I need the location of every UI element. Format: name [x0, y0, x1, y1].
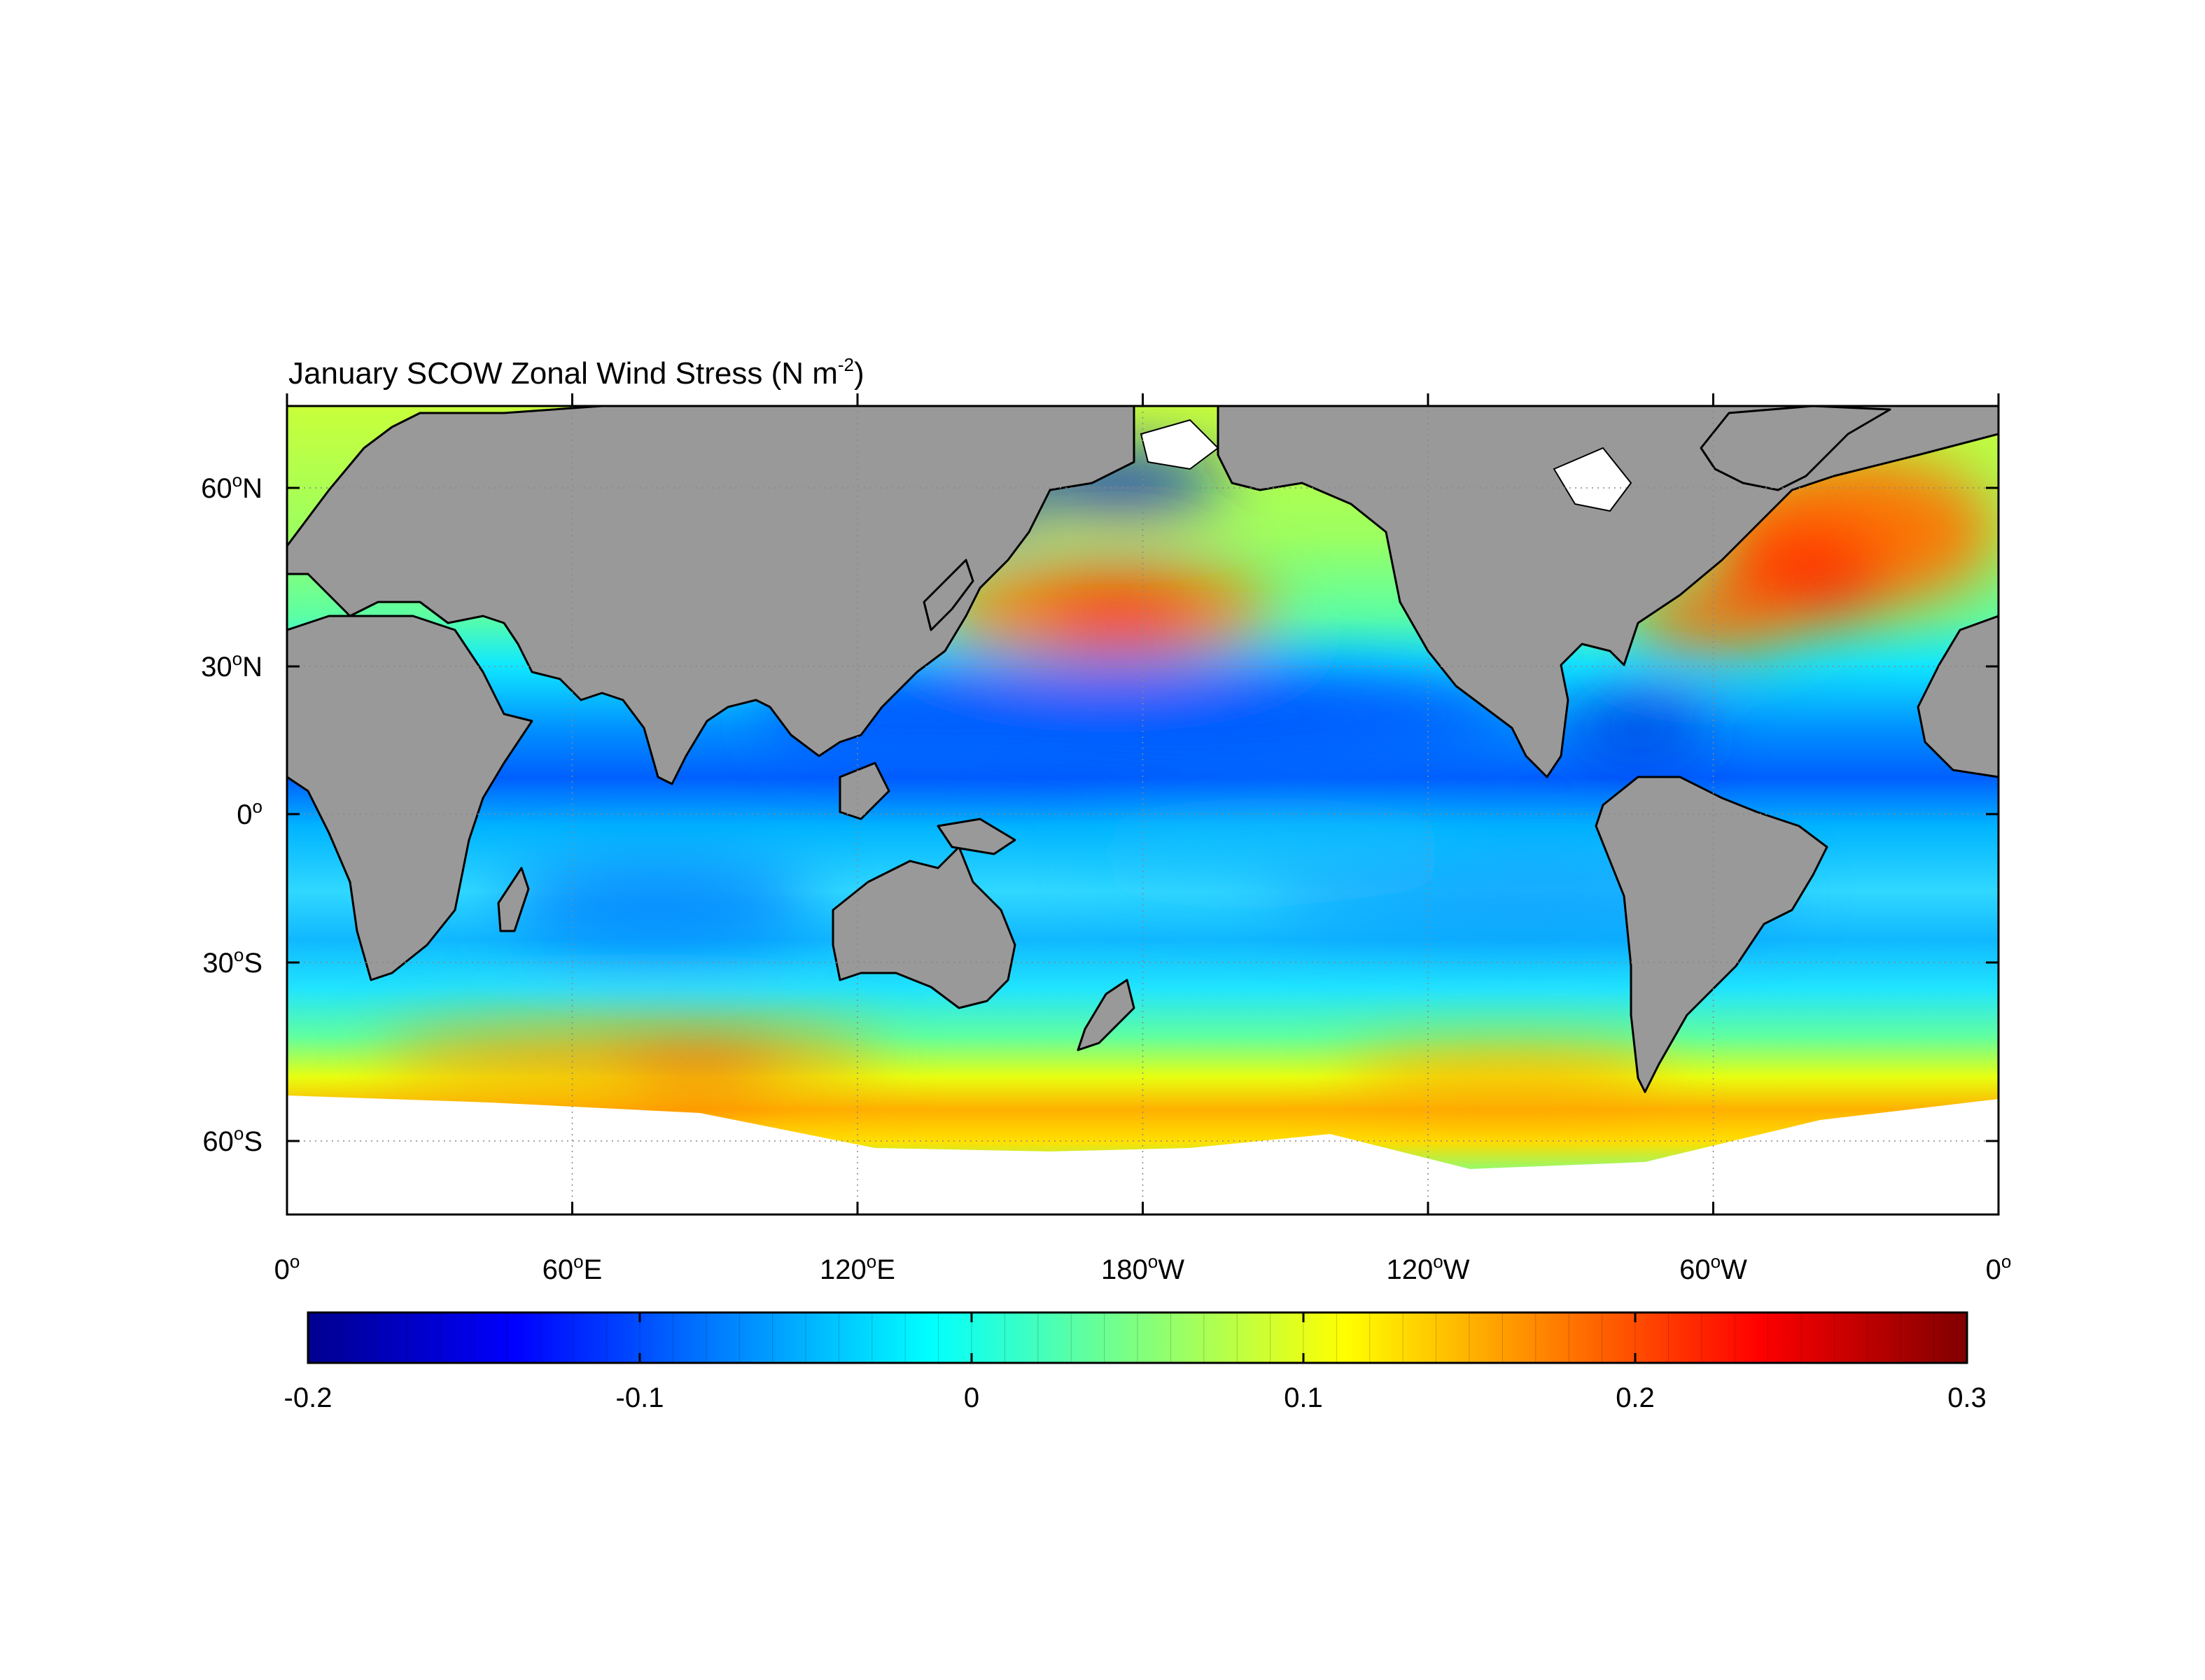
lat-label: 30oS [202, 944, 262, 979]
lat-label: 60oS [202, 1123, 262, 1157]
map-title-units: N m [781, 356, 838, 391]
lat-label-value: 0 [237, 799, 252, 830]
land-australia [832, 846, 1016, 1009]
wind-stress-patch [504, 861, 812, 945]
colorbar-label: 0 [964, 1382, 979, 1413]
lon-label-hemisphere: E [876, 1254, 895, 1285]
map-title-units-exponent: -2 [838, 354, 854, 375]
lat-label-hemisphere: N [242, 652, 262, 682]
map-title-text: January SCOW Zonal Wind Stress [288, 356, 762, 391]
colorbar-label: -0.1 [616, 1382, 664, 1413]
wind-stress-patch [1568, 700, 1708, 756]
land-japan [923, 559, 974, 631]
colorbar-gradient [308, 1312, 1967, 1363]
lat-label-value: 30 [202, 948, 234, 979]
land-europe-asia [287, 406, 1135, 785]
lon-label: 120oW [1387, 1251, 1470, 1285]
ice-arctic-strait [1140, 419, 1219, 470]
colorbar: -0.2 -0.1 0 0.1 0.2 0.3 [284, 1311, 1987, 1413]
lon-label-value: 60 [542, 1254, 574, 1285]
land-new-guinea [937, 818, 1016, 855]
lat-label-value: 60 [201, 473, 232, 504]
degree-mark: o [1711, 1251, 1721, 1272]
ice-southern-ocean [287, 1096, 1998, 1214]
degree-mark: o [573, 1251, 583, 1272]
lat-label-hemisphere: S [244, 948, 262, 979]
land-africa [287, 615, 533, 981]
lon-label-value: 120 [820, 1254, 867, 1285]
map-title-units-close: ) [854, 356, 864, 391]
degree-mark: o [234, 944, 244, 965]
degree-mark: o [253, 796, 262, 817]
lon-label: 120oE [820, 1251, 895, 1285]
wind-stress-patch [1344, 1054, 1666, 1102]
map-gridlines [287, 406, 1998, 1214]
longitude-axis: 0o 60oE 120oE 180oW 120oW 60oW 0o [274, 393, 2012, 1285]
wind-stress-patch [1036, 584, 1204, 640]
degree-mark: o [290, 1251, 300, 1272]
map-title: January SCOW Zonal Wind Stress (N m-2) [288, 354, 864, 391]
lat-label-value: 30 [201, 652, 232, 682]
wind-stress-patch [791, 665, 1519, 763]
land-new-zealand [1077, 979, 1135, 1051]
degree-mark: o [232, 648, 242, 669]
degree-mark: o [867, 1251, 876, 1272]
map-title-units-open: ( [771, 356, 782, 391]
degree-mark: o [234, 1123, 244, 1144]
lon-label-value: 180 [1101, 1254, 1148, 1285]
colorbar-label: 0.2 [1616, 1382, 1655, 1413]
colorbar-label: 0.1 [1284, 1382, 1323, 1413]
wind-stress-patch [616, 1050, 784, 1085]
lon-label-hemisphere: W [1158, 1254, 1184, 1285]
degree-mark: o [2001, 1251, 2011, 1272]
lon-label-value: 60 [1679, 1254, 1711, 1285]
lon-label-value: 0 [1986, 1254, 2001, 1285]
lon-label: 60oW [1679, 1251, 1747, 1285]
lon-label-hemisphere: W [1443, 1254, 1470, 1285]
lat-label-hemisphere: N [242, 473, 262, 504]
lon-label-hemisphere: W [1721, 1254, 1747, 1285]
land-borneo [839, 762, 890, 820]
colorbar-steps [340, 1312, 1935, 1363]
degree-mark: o [1433, 1251, 1443, 1272]
lat-label: 0o [237, 796, 262, 830]
colorbar-frame [307, 1311, 1968, 1364]
colorbar-label: -0.2 [284, 1382, 332, 1413]
wind-stress-patch [1092, 819, 1456, 889]
land-madagascar [497, 867, 530, 932]
lon-label-hemisphere: E [584, 1254, 603, 1285]
degree-mark: o [232, 470, 242, 491]
landmasses [287, 406, 1998, 1214]
lat-label-value: 60 [202, 1126, 234, 1157]
colorbar-ticks: -0.2 -0.1 0 0.1 0.2 0.3 [284, 1312, 1987, 1413]
lon-label-value: 120 [1387, 1254, 1434, 1285]
lon-label: 180oW [1101, 1251, 1184, 1285]
lat-label: 60oN [201, 470, 262, 504]
ice-hudson-bay [1553, 447, 1632, 512]
lon-label-value: 0 [274, 1254, 290, 1285]
lon-label: 0o [274, 1251, 300, 1285]
land-west-africa-right [1917, 615, 1998, 778]
ice-regions [287, 419, 1998, 1214]
lat-label-hemisphere: S [244, 1126, 262, 1157]
land-greenland [1700, 406, 1891, 491]
lon-label: 0o [1986, 1251, 2012, 1285]
degree-mark: o [1148, 1251, 1158, 1272]
lat-label: 30oN [201, 648, 262, 682]
colorbar-label: 0.3 [1947, 1382, 1987, 1413]
lon-label: 60oE [542, 1251, 603, 1285]
land-south-america [1595, 776, 1828, 1093]
